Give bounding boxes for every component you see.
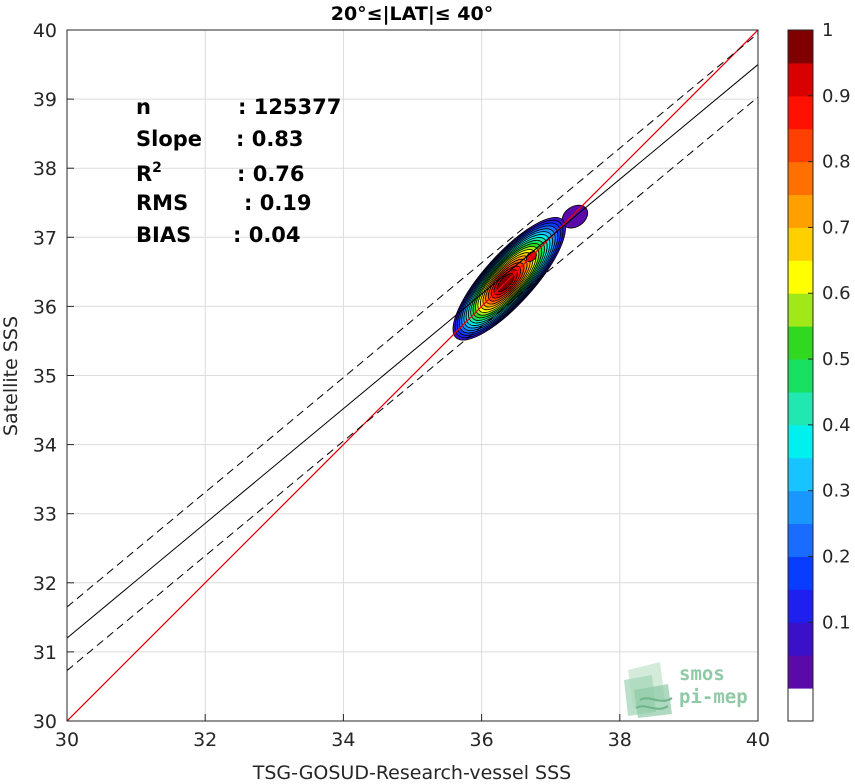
- y-tick-label: 31: [33, 642, 57, 664]
- regression-upper-line: [67, 33, 758, 608]
- stat-value: : 0.04: [233, 223, 301, 247]
- colorbar-tick-label: 0.4: [822, 415, 851, 436]
- y-tick-label: 36: [33, 296, 57, 318]
- stat-superscript: 2: [152, 160, 162, 176]
- logo-line2: pi-mep: [679, 686, 748, 708]
- stat-value: : 0.83: [236, 127, 304, 151]
- stat-label: BIAS: [136, 223, 191, 247]
- colorbar-segment: [788, 95, 813, 130]
- colorbar-segment: [788, 589, 813, 623]
- x-tick-label: 38: [608, 729, 632, 751]
- colorbar-segment: [788, 260, 813, 294]
- colorbar-segment: [788, 424, 813, 459]
- colorbar-segment: [788, 523, 813, 557]
- colorbar-segment: [788, 359, 813, 393]
- regression-lower-line: [67, 96, 758, 671]
- regression-line: [67, 64, 758, 639]
- stat-label: RMS: [136, 191, 188, 215]
- stat-value: : 0.19: [244, 191, 312, 215]
- regression-lines: [67, 30, 758, 721]
- colorbar-tick-label: 0.8: [822, 152, 851, 173]
- x-tick-label: 32: [193, 729, 217, 751]
- y-tick-label: 34: [33, 435, 57, 457]
- colorbar-tick-label: 1: [822, 20, 833, 41]
- y-axis-ticks: 30 31 32 33 34 35 36 37 38 39 40: [33, 20, 74, 733]
- y-tick-label: 38: [33, 158, 57, 180]
- x-tick-label: 36: [470, 729, 494, 751]
- stat-label: n: [136, 95, 151, 119]
- x-tick-label: 34: [331, 729, 355, 751]
- y-tick-label: 33: [33, 504, 57, 526]
- colorbar-segment: [788, 490, 813, 525]
- y-tick-label: 30: [33, 711, 57, 733]
- x-tick-label: 30: [55, 729, 79, 751]
- colorbar-segment: [788, 556, 813, 590]
- x-axis-ticks: 30 32 34 36 38 40: [55, 714, 770, 751]
- colorbar-segment: [788, 457, 813, 492]
- colorbar-segment: [788, 655, 813, 689]
- colorbar-tick-label: 0.2: [822, 546, 851, 567]
- colorbar-segment: [788, 128, 813, 163]
- colorbar-segment: [788, 391, 813, 426]
- colorbar-segment: [788, 326, 813, 360]
- identity-line: [67, 30, 758, 721]
- y-tick-label: 35: [33, 366, 57, 388]
- colorbar-segment: [788, 227, 813, 261]
- colorbar-tick-label: 0.9: [822, 86, 851, 107]
- colorbar-segment: [788, 30, 813, 64]
- colorbar: 0.1 0.2 0.3 0.4 0.5 0.6 0.7 0.8 0.9 1: [787, 20, 851, 722]
- colorbar-segment: [788, 194, 813, 228]
- colorbar-tick-label: 0.7: [822, 217, 851, 238]
- smos-pimep-logo: smos pi-mep: [624, 662, 748, 718]
- colorbar-frame: [787, 29, 814, 722]
- x-tick-label: 40: [746, 729, 770, 751]
- grid: [66, 29, 759, 722]
- colorbar-tick-label: 0.5: [822, 349, 851, 370]
- y-axis-label: Satellite SSS: [0, 316, 22, 436]
- stat-value: : 0.76: [237, 162, 305, 186]
- y-tick-label: 39: [33, 89, 57, 111]
- logo-line1: smos: [679, 663, 725, 685]
- y-tick-label: 37: [33, 227, 57, 249]
- y-tick-label: 40: [33, 20, 57, 42]
- logo-waves-icon: [624, 662, 673, 718]
- colorbar-segment: [788, 293, 813, 327]
- y-tick-label: 32: [33, 573, 57, 595]
- colorbar-segment: [788, 62, 813, 97]
- colorbar-segment: [788, 688, 813, 722]
- colorbar-tick-label: 0.6: [822, 283, 851, 304]
- colorbar-segment: [788, 622, 813, 656]
- stat-value: : 125377: [238, 95, 341, 119]
- colorbar-tick-label: 0.3: [822, 481, 851, 502]
- stat-label: Slope: [136, 127, 202, 151]
- colorbar-tick-label: 0.1: [822, 612, 851, 633]
- x-axis-label: TSG-GOSUD-Research-vessel SSS: [252, 762, 572, 784]
- chart-title: 20°≤|LAT|≤ 40°: [331, 3, 494, 25]
- colorbar-segment: [788, 161, 813, 196]
